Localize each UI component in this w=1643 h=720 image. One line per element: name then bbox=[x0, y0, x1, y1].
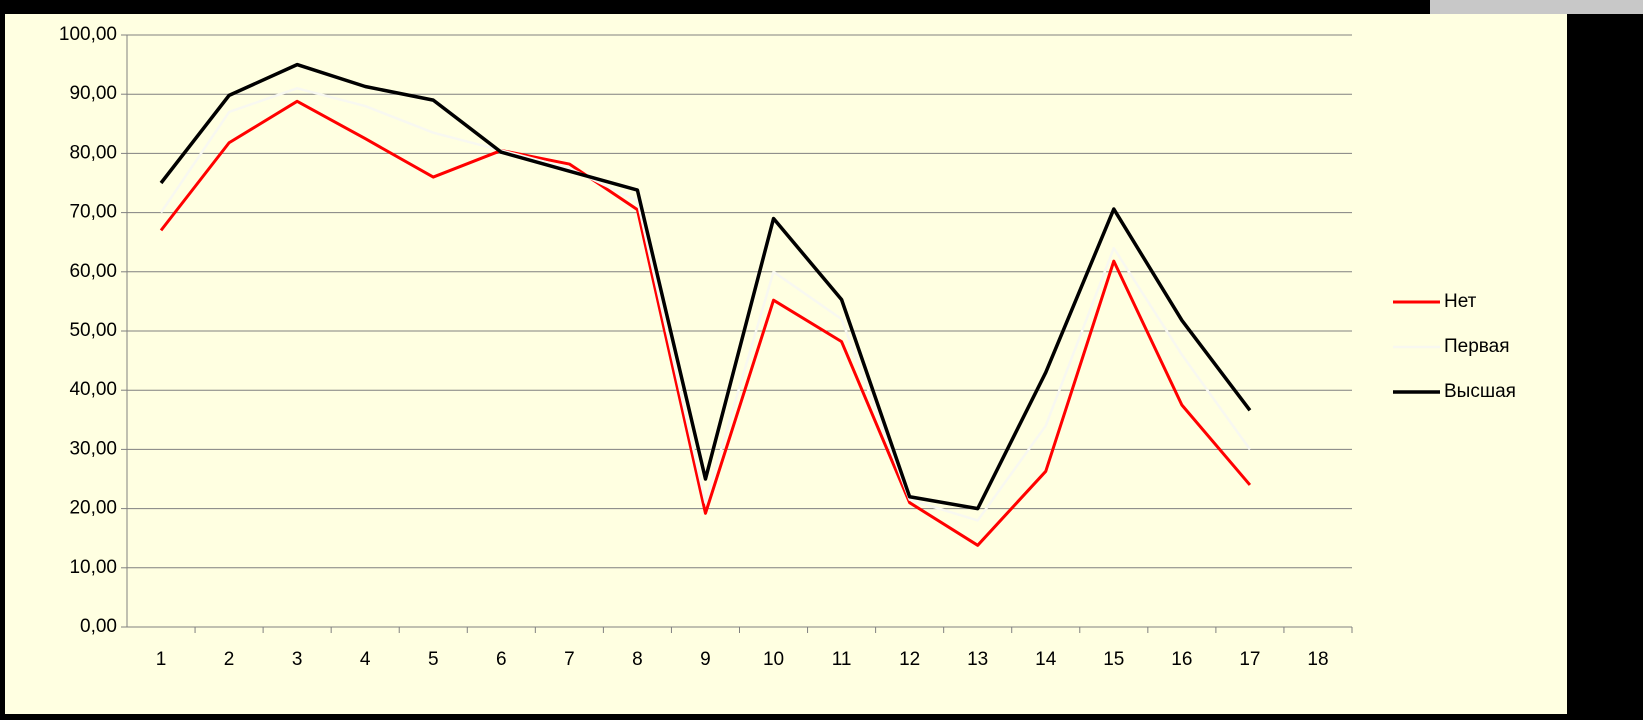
legend-label: Высшая bbox=[1444, 381, 1516, 402]
x-tick-label: 2 bbox=[224, 649, 235, 670]
x-tick-label: 8 bbox=[632, 649, 643, 670]
y-tick-label: 100,00 bbox=[59, 24, 117, 45]
x-tick-label: 14 bbox=[1035, 649, 1057, 670]
x-tick-label: 10 bbox=[763, 649, 784, 670]
x-tick-label: 7 bbox=[564, 649, 575, 670]
legend-label: Нет bbox=[1444, 291, 1477, 312]
chart-area bbox=[5, 14, 1567, 714]
x-tick-label: 15 bbox=[1103, 649, 1124, 670]
y-tick-label: 40,00 bbox=[69, 379, 117, 400]
y-tick-label: 60,00 bbox=[69, 261, 117, 282]
x-tick-label: 3 bbox=[292, 649, 303, 670]
x-tick-label: 11 bbox=[832, 649, 852, 670]
y-tick-label: 80,00 bbox=[69, 142, 117, 163]
series-line bbox=[159, 62, 1252, 511]
x-tick-label: 12 bbox=[899, 649, 920, 670]
y-tick-label: 70,00 bbox=[69, 202, 117, 223]
x-tick-label: 9 bbox=[700, 649, 711, 670]
x-tick-label: 16 bbox=[1171, 649, 1192, 670]
y-tick-label: 10,00 bbox=[69, 557, 117, 578]
x-tick-label: 4 bbox=[360, 649, 371, 670]
series-line bbox=[159, 99, 1252, 547]
y-tick-label: 20,00 bbox=[69, 498, 117, 519]
x-tick-label: 17 bbox=[1239, 649, 1260, 670]
series-line bbox=[159, 87, 1251, 522]
y-tick-label: 0,00 bbox=[80, 616, 117, 637]
x-tick-label: 18 bbox=[1307, 649, 1328, 670]
y-tick-label: 90,00 bbox=[69, 83, 117, 104]
x-tick-label: 5 bbox=[428, 649, 439, 670]
corner bbox=[1430, 0, 1643, 14]
x-tick-label: 13 bbox=[967, 649, 988, 670]
y-tick-label: 50,00 bbox=[69, 320, 117, 341]
x-tick-label: 1 bbox=[156, 649, 167, 670]
x-tick-label: 6 bbox=[496, 649, 507, 670]
legend-label: Первая bbox=[1444, 336, 1510, 357]
y-tick-label: 30,00 bbox=[69, 438, 117, 459]
